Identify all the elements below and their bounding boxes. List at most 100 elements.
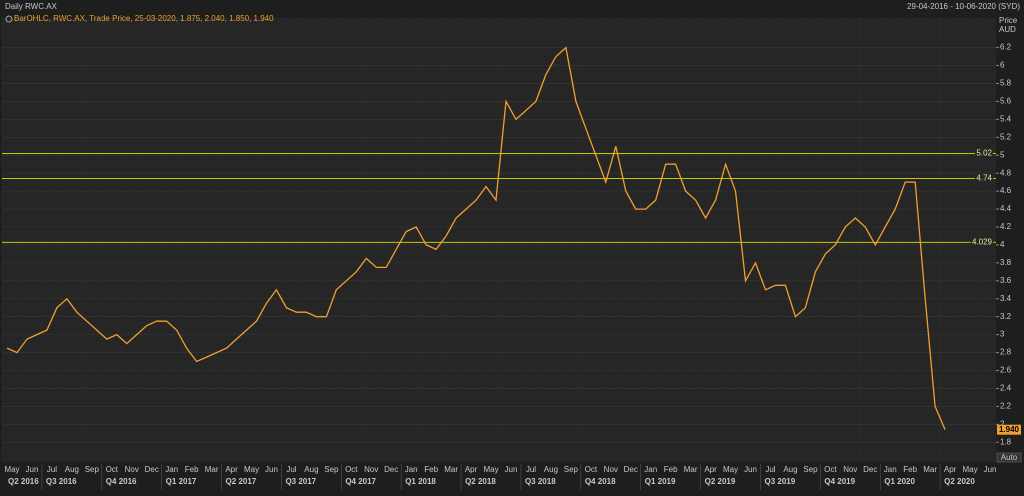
legend: BarOHLC, RWC.AX, Trade Price, 25-03-2020… [14,14,274,23]
x-tick-label: Jun [505,465,518,474]
horizontal-line-label: 4.029 [972,237,993,246]
plot-area [2,18,996,462]
x-tick-label: May [483,465,498,474]
y-tick-label: 2.4 [1000,384,1012,393]
x-tick-label: Jul [286,465,296,474]
y-tick-label: 2.6 [1000,366,1012,375]
x-tick-label: Feb [185,465,199,474]
y-tick-label: 5.8 [1000,79,1012,88]
x-tick-label: Jun [26,465,39,474]
x-tick-label: Jun [984,465,997,474]
x-tick-label: Mar [684,465,698,474]
x-tick-label: Aug [304,465,318,474]
horizontal-line-label: 5.02 [976,149,992,158]
x-tick-label: Nov [364,465,378,474]
x-tick-label: Jun [744,465,757,474]
x-tick-label: Mar [444,465,458,474]
y-unit: AUD [999,25,1016,34]
x-tick-label: Aug [65,465,79,474]
x-tick-label: Jun [265,465,278,474]
quarter-label: Q1 2019 [645,477,676,486]
last-price-label: 1.940 [999,425,1020,434]
quarter-label: Q2 2016 [8,477,39,486]
x-tick-label: Apr [225,465,238,474]
x-tick-label: Aug [783,465,797,474]
y-tick-label: 5 [1000,150,1005,159]
date-range: 29-04-2016 - 10-06-2020 (SYD) [907,2,1020,11]
x-tick-label: Sep [324,465,339,474]
quarter-label: Q1 2020 [884,477,915,486]
x-tick-label: May [244,465,259,474]
chart-title: Daily RWC.AX [5,2,58,11]
y-tick-label: 6 [1000,61,1005,70]
x-tick-label: Jul [765,465,775,474]
x-tick-label: May [723,465,738,474]
x-tick-label: Jan [884,465,897,474]
quarter-label: Q3 2016 [46,477,77,486]
quarter-label: Q2 2020 [944,477,975,486]
x-tick-label: Apr [465,465,478,474]
y-tick-label: 1.8 [1000,437,1012,446]
legend-icon [5,15,13,23]
x-tick-label: Oct [106,465,119,474]
x-tick-label: Jul [47,465,57,474]
scale-mode[interactable]: Auto [1001,453,1018,462]
x-tick-label: Mar [205,465,219,474]
y-tick-label: 2.8 [1000,348,1012,357]
quarter-label: Q3 2018 [525,477,556,486]
horizontal-line-label: 4.74 [976,174,992,183]
y-tick-label: 4.4 [1000,204,1012,213]
quarter-label: Q4 2018 [585,477,616,486]
x-tick-label: Aug [544,465,558,474]
quarter-label: Q1 2018 [405,477,436,486]
y-label: Price [999,16,1018,25]
y-tick-label: 3 [1000,330,1005,339]
x-tick-label: Dec [863,465,877,474]
x-tick-label: Jan [165,465,178,474]
x-tick-label: May [4,465,19,474]
x-tick-label: Oct [824,465,837,474]
y-tick-label: 5.6 [1000,97,1012,106]
x-tick-label: Jul [526,465,536,474]
x-tick-label: Feb [664,465,678,474]
quarter-label: Q4 2019 [824,477,855,486]
y-tick-label: 5.2 [1000,132,1012,141]
x-tick-label: Nov [125,465,139,474]
x-tick-label: Mar [923,465,937,474]
quarter-label: Q4 2016 [106,477,137,486]
x-tick-label: Dec [384,465,398,474]
x-tick-label: Nov [843,465,857,474]
quarter-label: Q4 2017 [345,477,376,486]
y-tick-label: 3.8 [1000,258,1012,267]
x-tick-label: Feb [903,465,917,474]
y-tick-label: 2.2 [1000,401,1012,410]
scale-button[interactable] [996,452,1022,463]
y-tick-label: 3.6 [1000,276,1012,285]
x-tick-label: Nov [604,465,618,474]
x-tick-label: Dec [624,465,638,474]
y-tick-label: 2 [1000,419,1005,428]
x-tick-label: Dec [145,465,159,474]
y-tick-label: 5.4 [1000,114,1012,123]
y-tick-label: 4.8 [1000,168,1012,177]
x-tick-label: Jan [405,465,418,474]
quarter-label: Q2 2017 [226,477,257,486]
last-price-tag [997,424,1021,435]
y-tick-label: 4.6 [1000,186,1012,195]
y-tick-label: 3.4 [1000,294,1012,303]
x-tick-label: May [963,465,978,474]
quarter-label: Q2 2018 [465,477,496,486]
x-tick-label: Jan [644,465,657,474]
x-tick-label: Sep [85,465,100,474]
x-tick-label: Feb [424,465,438,474]
y-tick-label: 4 [1000,240,1005,249]
x-tick-label: Oct [345,465,358,474]
y-tick-label: 6.2 [1000,43,1012,52]
y-tick-label: 4.2 [1000,222,1012,231]
x-tick-label: Apr [704,465,717,474]
quarter-label: Q3 2017 [285,477,316,486]
price-line [6,46,946,430]
quarter-label: Q3 2019 [764,477,795,486]
x-tick-label: Sep [803,465,818,474]
